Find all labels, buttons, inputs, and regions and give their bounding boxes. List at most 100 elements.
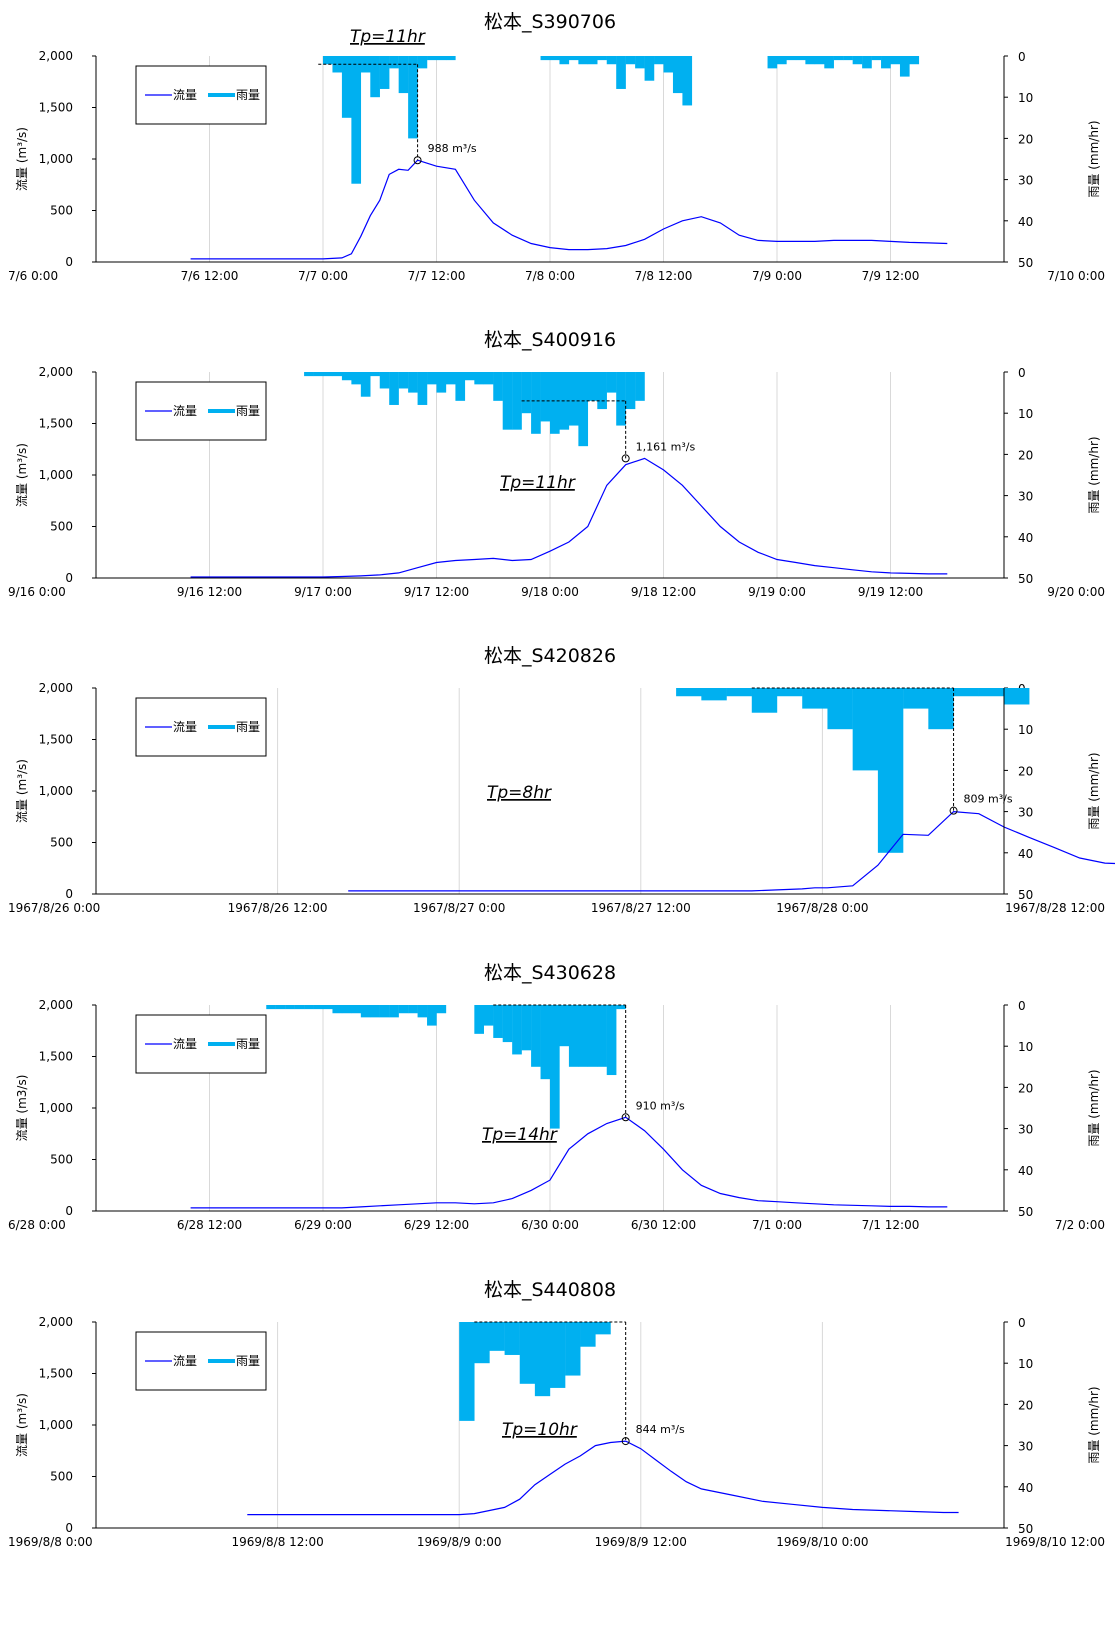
rain-bar [597,372,607,409]
y2-tick-label: 50 [1018,256,1033,270]
x-tick-label: 1967/8/26 0:00 [8,901,100,915]
rain-bar [928,688,953,729]
y-tick-label: 0 [65,255,73,269]
x-tick-label: 9/20 0:00 [1047,585,1105,599]
y-axis-label: 流量 (m³/s) [15,1393,29,1457]
rain-bar [399,372,409,388]
rain-bar [484,372,494,384]
x-tick-label: 7/7 0:00 [298,269,348,283]
rain-bar [351,1005,361,1013]
y-tick-label: 1,500 [39,417,73,431]
y2-tick-label: 50 [1018,572,1033,586]
rain-bar [616,56,626,89]
y2-tick-label: 10 [1018,723,1033,737]
rain-bar [332,372,342,376]
x-tick-label: 7/6 0:00 [8,269,58,283]
y-tick-label: 0 [65,1521,73,1535]
rain-bar [954,688,979,696]
rain-bar [389,372,399,405]
flow-line [348,812,1115,891]
y-tick-label: 1,500 [39,1050,73,1064]
rain-bar [304,1005,314,1009]
legend: 流量 雨量 [136,66,266,124]
rain-bar [295,1005,305,1009]
x-tick-label: 7/6 12:00 [181,269,239,283]
rain-bar [786,56,796,60]
rain-bar [446,56,456,60]
chart-title: 松本_S440808 [484,1279,616,1301]
rain-bar [520,1322,535,1384]
y2-tick-label: 30 [1018,490,1033,504]
y2-tick-label: 50 [1018,1522,1033,1536]
y2-axis-label: 雨量 (mm/hr) [1087,1069,1101,1146]
rain-bar [872,56,882,60]
rain-bar [380,56,390,89]
rain-bar [597,1005,607,1067]
rain-bar [351,372,361,384]
rain-bar [276,1005,286,1009]
rain-bar [1004,688,1029,704]
legend-rain-label: 雨量 [236,1037,260,1051]
legend-rain-label: 雨量 [236,720,260,734]
rain-bar [550,1322,565,1388]
x-tick-label: 1967/8/27 0:00 [413,901,505,915]
rain-bar [616,1005,626,1009]
rain-bar [541,372,551,421]
legend-rain-label: 雨量 [236,88,260,102]
x-tick-label: 9/16 12:00 [177,585,242,599]
rain-bar [314,1005,324,1009]
y-tick-label: 500 [50,1470,73,1484]
rain-bar [682,56,692,105]
flow-line [247,1441,958,1515]
rain-bar [891,56,901,64]
rain-bar [370,372,380,376]
y2-tick-label: 20 [1018,1081,1033,1095]
rain-bar [266,1005,276,1009]
y2-tick-label: 20 [1018,764,1033,778]
rain-bar [595,1322,610,1334]
peak-label: 1,161 m³/s [636,440,696,453]
y2-tick-label: 40 [1018,215,1033,229]
rain-bar [418,56,428,68]
y-tick-label: 0 [65,571,73,585]
rain-bar [535,1322,550,1396]
x-tick-label: 9/19 0:00 [748,585,806,599]
rain-bar [361,1005,371,1017]
x-tick-label: 6/28 12:00 [177,1218,242,1232]
y2-tick-label: 20 [1018,1398,1033,1412]
rain-bar [979,688,1004,696]
rain-bar [824,56,834,68]
legend-flow-label: 流量 [173,720,197,734]
legend-rain-label: 雨量 [236,1354,260,1368]
peak-label: 809 m³/s [964,793,1013,806]
y2-tick-label: 0 [1018,366,1026,380]
y-tick-label: 0 [65,887,73,901]
tp-label: Tp=14hr [482,1125,558,1145]
rain-bar [654,56,664,64]
rain-bar [323,1005,333,1009]
x-tick-label: 7/10 0:00 [1047,269,1105,283]
chart-title: 松本_S420826 [484,645,616,667]
rain-bar [550,56,560,60]
y2-tick-label: 30 [1018,1123,1033,1137]
tp-label: Tp=11hr [500,473,576,493]
rain-bar [597,56,607,60]
x-tick-label: 6/29 12:00 [404,1218,469,1232]
legend-flow-label: 流量 [173,404,197,418]
rain-bar [370,1005,380,1017]
rain-bar [580,1322,595,1347]
rain-bar [332,1005,342,1013]
y-axis-label: 流量 (m³/s) [15,443,29,507]
rain-bar [853,56,863,64]
rain-bar [314,372,324,376]
rain-bar [616,372,626,426]
rain-bar [380,1005,390,1017]
y-tick-label: 0 [65,1204,73,1218]
chart-panel-3: 松本_S420826 1967/8/26 0:00 1967/8/26 12:00 1… [8,645,1115,915]
rain-bar [878,688,903,853]
rain-bar [900,56,910,77]
rain-bar [569,1005,579,1067]
y2-tick-label: 30 [1018,1440,1033,1454]
rain-bar [588,372,598,401]
